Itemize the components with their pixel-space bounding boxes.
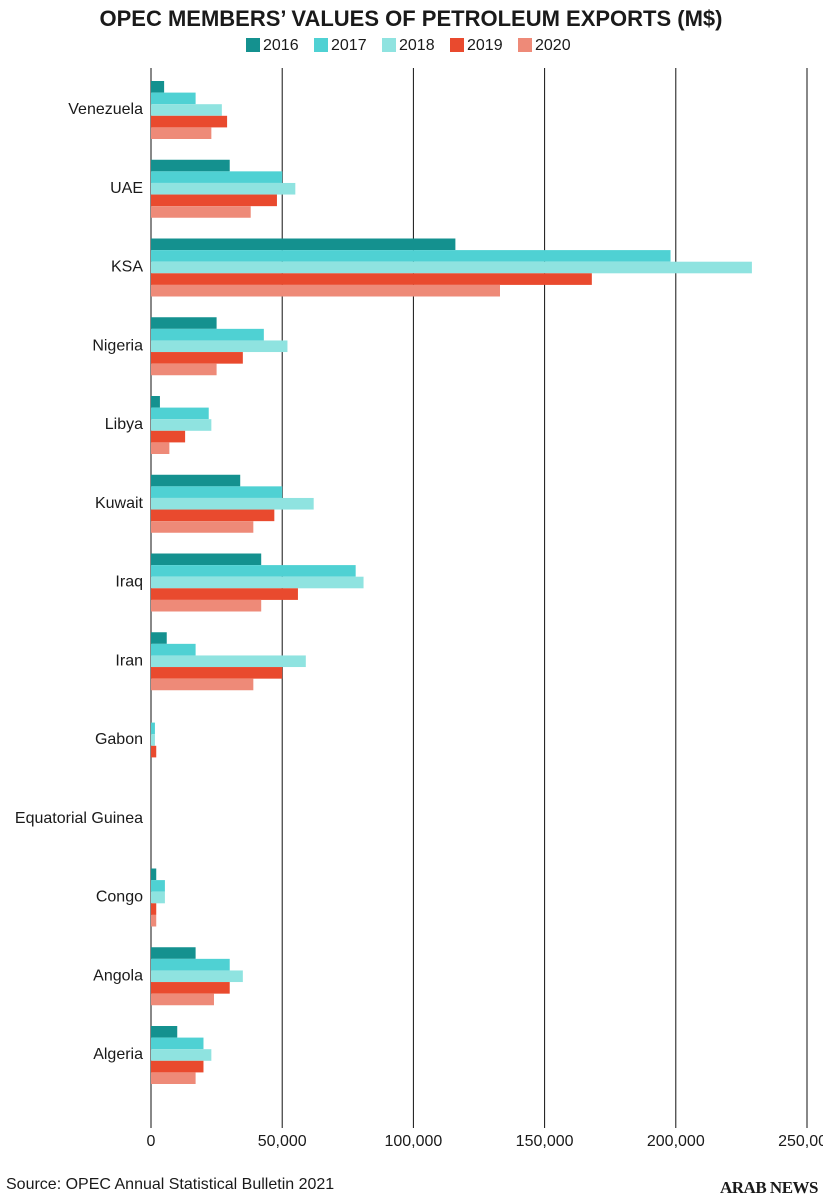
- y-tick-label: UAE: [110, 180, 143, 197]
- bar: [151, 104, 222, 116]
- bar: [151, 419, 212, 431]
- y-tick-label: Angola: [93, 967, 143, 984]
- bar: [151, 317, 217, 329]
- bar: [151, 486, 283, 498]
- bar: [151, 632, 167, 644]
- bar: [151, 914, 157, 927]
- bar: [151, 340, 288, 353]
- bar: [151, 127, 212, 139]
- bar: [151, 474, 241, 487]
- bar: [151, 734, 155, 746]
- bar: [151, 1049, 212, 1061]
- bar: [151, 352, 243, 364]
- bar: [151, 745, 157, 758]
- x-tick-label: 0: [147, 1133, 156, 1150]
- y-tick-label: Libya: [105, 416, 143, 433]
- bar: [151, 891, 165, 904]
- legend-label: 2016: [263, 37, 299, 54]
- bar: [151, 284, 500, 297]
- bar: [151, 206, 251, 218]
- bar: [151, 115, 228, 128]
- bar: [151, 1072, 196, 1084]
- x-tick-label: 200,000: [647, 1133, 705, 1150]
- bar: [151, 970, 243, 983]
- x-tick-label: 100,000: [384, 1133, 442, 1150]
- legend-swatch: [518, 38, 532, 52]
- x-tick-label: 50,000: [258, 1133, 307, 1150]
- bar: [151, 667, 283, 679]
- bar: [151, 250, 671, 262]
- legend-label: 2018: [399, 37, 435, 54]
- bar: [151, 81, 165, 93]
- bar: [151, 182, 296, 195]
- y-tick-label: Equatorial Guinea: [15, 810, 143, 827]
- y-tick-label: Congo: [96, 889, 143, 906]
- bar: [151, 722, 155, 735]
- y-tick-label: Gabon: [95, 731, 143, 748]
- bar: [151, 565, 356, 577]
- bar: [151, 273, 592, 285]
- bar: [151, 553, 262, 566]
- y-tick-label: Venezuela: [68, 101, 143, 118]
- legend-label: 2017: [331, 37, 367, 54]
- legend-swatch: [314, 38, 328, 52]
- bar: [151, 588, 298, 600]
- bar: [151, 903, 157, 915]
- y-tick-label: Iran: [115, 652, 143, 669]
- bar: [151, 576, 364, 589]
- y-tick-label: Nigeria: [92, 337, 143, 354]
- brand-logo: ARAB NEWS: [720, 1178, 818, 1197]
- y-tick-label: KSA: [111, 259, 143, 276]
- bar: [151, 982, 230, 994]
- bar: [151, 678, 254, 691]
- bar: [151, 958, 230, 971]
- bar: [151, 194, 277, 207]
- bar: [151, 993, 214, 1006]
- bar: [151, 328, 264, 341]
- legend-label: 2020: [535, 37, 571, 54]
- bar: [151, 868, 157, 881]
- bar: [151, 1060, 204, 1073]
- bar: [151, 497, 314, 510]
- bar: [151, 880, 165, 892]
- legend-swatch: [382, 38, 396, 52]
- y-tick-label: Kuwait: [95, 495, 144, 512]
- bar: [151, 947, 196, 959]
- legend-label: 2019: [467, 37, 503, 54]
- bar: [151, 363, 217, 376]
- source-note: Source: OPEC Annual Statistical Bulletin…: [6, 1176, 334, 1193]
- x-tick-label: 150,000: [516, 1133, 574, 1150]
- bar: [151, 159, 230, 172]
- bar: [151, 92, 196, 105]
- bar: [151, 643, 196, 656]
- bar: [151, 171, 283, 183]
- legend-swatch: [246, 38, 260, 52]
- bar: [151, 1037, 204, 1050]
- x-tick-label: 250,000: [778, 1133, 823, 1150]
- bar: [151, 521, 254, 533]
- bar: [151, 238, 456, 251]
- y-tick-label: Iraq: [115, 574, 143, 591]
- bar: [151, 442, 170, 454]
- bar: [151, 509, 275, 522]
- bar: [151, 430, 186, 443]
- chart-title: OPEC MEMBERS’ VALUES OF PETROLEUM EXPORT…: [100, 6, 723, 31]
- bar: [151, 396, 160, 408]
- bar: [151, 1026, 178, 1038]
- legend-swatch: [450, 38, 464, 52]
- bar: [151, 261, 752, 274]
- bar: [151, 655, 306, 668]
- bar: [151, 407, 209, 420]
- y-tick-label: Algeria: [93, 1046, 143, 1063]
- bar: [151, 599, 262, 612]
